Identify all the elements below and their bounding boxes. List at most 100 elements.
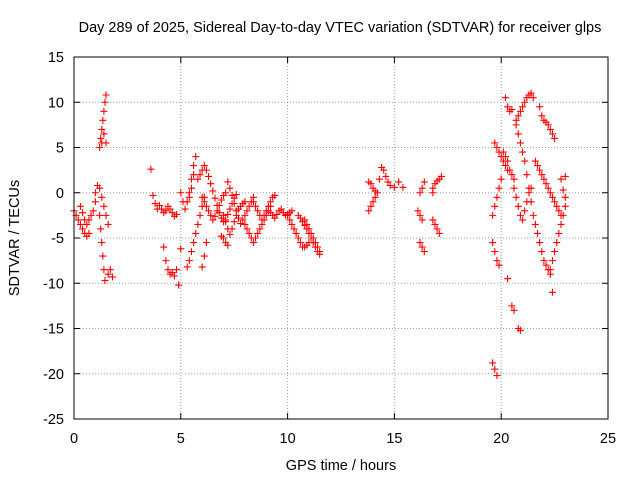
data-point <box>260 211 268 219</box>
data-point <box>497 175 505 183</box>
y-tick-label: -5 <box>51 231 64 247</box>
data-point <box>296 214 304 222</box>
data-point <box>288 207 296 215</box>
data-point <box>175 281 183 289</box>
data-point <box>431 220 439 228</box>
data-point <box>555 207 563 215</box>
data-point <box>314 243 322 251</box>
data-point <box>508 171 516 179</box>
data-point <box>79 225 87 233</box>
series-t <box>365 163 407 215</box>
data-point <box>534 162 542 170</box>
data-point <box>166 205 174 213</box>
data-point <box>160 243 168 251</box>
series-k <box>224 178 257 228</box>
data-point <box>538 248 546 256</box>
data-point <box>296 239 304 247</box>
data-point <box>96 211 104 219</box>
data-point <box>290 225 298 233</box>
data-point <box>277 205 285 213</box>
data-point <box>202 202 210 210</box>
data-point <box>91 189 99 197</box>
series-g <box>177 153 200 213</box>
data-point <box>561 172 569 180</box>
data-point <box>529 94 537 102</box>
data-point <box>97 225 105 233</box>
data-point <box>416 189 424 197</box>
data-point <box>222 189 230 197</box>
data-point <box>561 202 569 210</box>
data-point <box>557 220 565 228</box>
data-point <box>384 178 392 186</box>
data-point <box>198 193 206 201</box>
data-point <box>373 189 381 197</box>
data-point <box>181 205 189 213</box>
data-point <box>162 207 170 215</box>
data-point <box>252 234 260 242</box>
data-point <box>433 225 441 233</box>
data-point <box>553 202 561 210</box>
data-point <box>288 220 296 228</box>
data-point <box>98 125 106 133</box>
data-point <box>76 220 84 228</box>
data-point <box>207 180 215 188</box>
data-point <box>241 220 249 228</box>
data-point <box>256 225 264 233</box>
data-point <box>399 183 407 191</box>
data-point <box>96 184 104 192</box>
data-point <box>249 198 257 206</box>
data-point <box>521 98 529 106</box>
data-point <box>83 220 91 228</box>
x-axis-label: GPS time / hours <box>286 458 396 474</box>
data-point <box>173 210 181 218</box>
series-u <box>414 178 428 256</box>
data-point <box>551 248 559 256</box>
series-m <box>217 232 232 249</box>
data-point <box>273 210 281 218</box>
data-point <box>187 248 195 256</box>
data-point <box>241 198 249 206</box>
data-point <box>551 198 559 206</box>
data-point <box>489 359 497 367</box>
data-point <box>294 234 302 242</box>
data-point <box>529 211 537 219</box>
data-point <box>262 207 270 215</box>
data-point <box>504 157 512 165</box>
data-point <box>177 189 185 197</box>
data-point <box>245 202 253 210</box>
data-point <box>501 162 509 170</box>
series-ac <box>536 103 559 142</box>
data-point <box>224 178 232 186</box>
data-point <box>309 234 317 242</box>
data-point <box>548 193 556 201</box>
data-point <box>99 252 107 260</box>
data-point <box>501 153 509 161</box>
data-point <box>531 157 539 165</box>
data-point <box>516 211 524 219</box>
data-point <box>559 186 567 194</box>
series-d <box>96 211 116 285</box>
data-point <box>183 263 191 271</box>
data-point <box>548 257 556 265</box>
data-point <box>91 198 99 206</box>
data-point <box>271 191 279 199</box>
data-point <box>155 201 163 209</box>
data-point <box>380 166 388 174</box>
data-point <box>418 216 426 224</box>
y-tick-label: -10 <box>43 276 64 292</box>
data-point <box>202 239 210 247</box>
data-point <box>264 202 272 210</box>
data-point <box>202 166 210 174</box>
series-f <box>160 243 185 289</box>
data-point <box>104 220 112 228</box>
series-q <box>284 211 313 251</box>
data-point <box>519 216 527 224</box>
data-point <box>536 239 544 247</box>
data-point <box>211 212 219 220</box>
data-point <box>514 202 522 210</box>
data-point <box>224 210 232 218</box>
data-point <box>390 183 398 191</box>
data-point <box>228 191 236 199</box>
data-point <box>521 207 529 215</box>
x-tick-label: 10 <box>280 431 296 447</box>
